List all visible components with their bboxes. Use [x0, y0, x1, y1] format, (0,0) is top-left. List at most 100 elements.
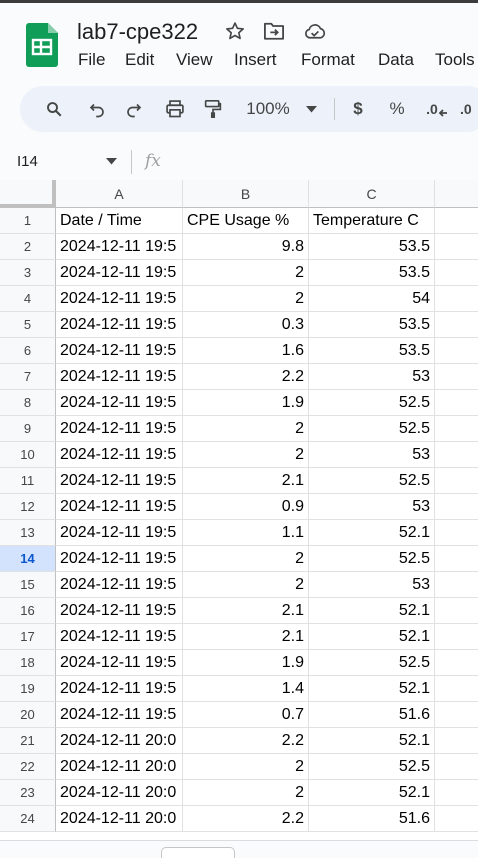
row-header[interactable]: 20: [0, 702, 56, 728]
horizontal-scrollbar[interactable]: [0, 840, 478, 857]
table-cell[interactable]: 52.5: [309, 754, 435, 780]
menu-edit[interactable]: Edit: [125, 50, 154, 70]
table-cell[interactable]: 2.2: [183, 806, 309, 832]
table-cell[interactable]: 52.5: [309, 468, 435, 494]
menu-format[interactable]: Format: [301, 50, 355, 70]
row-header[interactable]: 18: [0, 650, 56, 676]
zoom-dropdown-icon[interactable]: [304, 86, 318, 132]
table-cell[interactable]: 1.1: [183, 520, 309, 546]
table-cell[interactable]: 52.1: [309, 598, 435, 624]
table-cell[interactable]: 2024-12-11 19:5: [56, 598, 183, 624]
move-folder-icon[interactable]: [263, 20, 285, 42]
table-cell[interactable]: 2024-12-11 19:5: [56, 234, 183, 260]
empty-cell[interactable]: [435, 286, 478, 312]
name-box-dropdown-icon[interactable]: [106, 158, 117, 165]
table-cell[interactable]: 1.9: [183, 390, 309, 416]
table-cell[interactable]: 53: [309, 364, 435, 390]
row-header[interactable]: 2: [0, 234, 56, 260]
table-cell[interactable]: 0.3: [183, 312, 309, 338]
table-cell[interactable]: 0.9: [183, 494, 309, 520]
percent-format-button[interactable]: %: [387, 86, 407, 132]
table-cell[interactable]: 2024-12-11 19:5: [56, 416, 183, 442]
table-cell[interactable]: 2: [183, 572, 309, 598]
empty-cell[interactable]: [435, 494, 478, 520]
empty-cell[interactable]: [435, 364, 478, 390]
sheets-logo-icon[interactable]: [26, 23, 58, 67]
empty-cell[interactable]: [435, 676, 478, 702]
table-cell[interactable]: 2024-12-11 19:5: [56, 676, 183, 702]
menu-view[interactable]: View: [176, 50, 213, 70]
table-cell[interactable]: 52.1: [309, 676, 435, 702]
name-box[interactable]: I14: [17, 153, 38, 170]
row-header[interactable]: 16: [0, 598, 56, 624]
row-header[interactable]: 13: [0, 520, 56, 546]
table-cell[interactable]: 53.5: [309, 338, 435, 364]
table-cell[interactable]: 52.1: [309, 624, 435, 650]
empty-cell[interactable]: [435, 390, 478, 416]
table-cell[interactable]: 53: [309, 494, 435, 520]
row-header[interactable]: 4: [0, 286, 56, 312]
header-cell[interactable]: CPE Usage %: [183, 208, 309, 234]
table-cell[interactable]: 2: [183, 442, 309, 468]
empty-cell[interactable]: [435, 312, 478, 338]
table-cell[interactable]: 1.4: [183, 676, 309, 702]
empty-cell[interactable]: [435, 260, 478, 286]
table-cell[interactable]: 2: [183, 286, 309, 312]
zoom-value[interactable]: 100%: [242, 86, 294, 132]
row-header[interactable]: 10: [0, 442, 56, 468]
empty-cell[interactable]: [435, 598, 478, 624]
column-header[interactable]: [435, 180, 478, 208]
table-cell[interactable]: 52.5: [309, 546, 435, 572]
table-cell[interactable]: 2024-12-11 20:0: [56, 754, 183, 780]
table-cell[interactable]: 2.2: [183, 728, 309, 754]
row-header[interactable]: 23: [0, 780, 56, 806]
redo-icon[interactable]: [123, 86, 145, 132]
menu-insert[interactable]: Insert: [234, 50, 277, 70]
star-icon[interactable]: [224, 20, 246, 42]
table-cell[interactable]: 52.5: [309, 650, 435, 676]
table-cell[interactable]: 2: [183, 416, 309, 442]
row-header[interactable]: 11: [0, 468, 56, 494]
column-header-a[interactable]: A: [56, 180, 183, 208]
empty-cell[interactable]: [435, 208, 478, 234]
table-cell[interactable]: 2: [183, 260, 309, 286]
empty-cell[interactable]: [435, 546, 478, 572]
table-cell[interactable]: 2.1: [183, 598, 309, 624]
empty-cell[interactable]: [435, 234, 478, 260]
table-cell[interactable]: 2024-12-11 19:5: [56, 312, 183, 338]
empty-cell[interactable]: [435, 702, 478, 728]
row-header[interactable]: 6: [0, 338, 56, 364]
header-cell[interactable]: Date / Time: [56, 208, 183, 234]
table-cell[interactable]: 2.1: [183, 468, 309, 494]
header-cell[interactable]: Temperature C: [309, 208, 435, 234]
currency-format-button[interactable]: $: [349, 86, 367, 132]
table-cell[interactable]: 9.8: [183, 234, 309, 260]
table-cell[interactable]: 2024-12-11 19:5: [56, 338, 183, 364]
row-header[interactable]: 7: [0, 364, 56, 390]
row-header[interactable]: 8: [0, 390, 56, 416]
row-header[interactable]: 1: [0, 208, 56, 234]
print-icon[interactable]: [163, 86, 187, 132]
table-cell[interactable]: 51.6: [309, 702, 435, 728]
table-cell[interactable]: 1.9: [183, 650, 309, 676]
table-cell[interactable]: 51.6: [309, 806, 435, 832]
table-cell[interactable]: 2024-12-11 20:0: [56, 806, 183, 832]
table-cell[interactable]: 54: [309, 286, 435, 312]
empty-cell[interactable]: [435, 338, 478, 364]
table-cell[interactable]: 2024-12-11 19:5: [56, 702, 183, 728]
row-header[interactable]: 24: [0, 806, 56, 832]
menu-tools[interactable]: Tools: [435, 50, 475, 70]
column-header-b[interactable]: B: [183, 180, 309, 208]
table-cell[interactable]: 52.1: [309, 728, 435, 754]
table-cell[interactable]: 52.5: [309, 416, 435, 442]
empty-cell[interactable]: [435, 806, 478, 832]
select-all-corner[interactable]: [0, 180, 56, 208]
table-cell[interactable]: 2024-12-11 19:5: [56, 468, 183, 494]
menu-data[interactable]: Data: [378, 50, 414, 70]
row-header[interactable]: 17: [0, 624, 56, 650]
row-header[interactable]: 5: [0, 312, 56, 338]
table-cell[interactable]: 2024-12-11 19:5: [56, 520, 183, 546]
table-cell[interactable]: 53.5: [309, 234, 435, 260]
empty-cell[interactable]: [435, 468, 478, 494]
